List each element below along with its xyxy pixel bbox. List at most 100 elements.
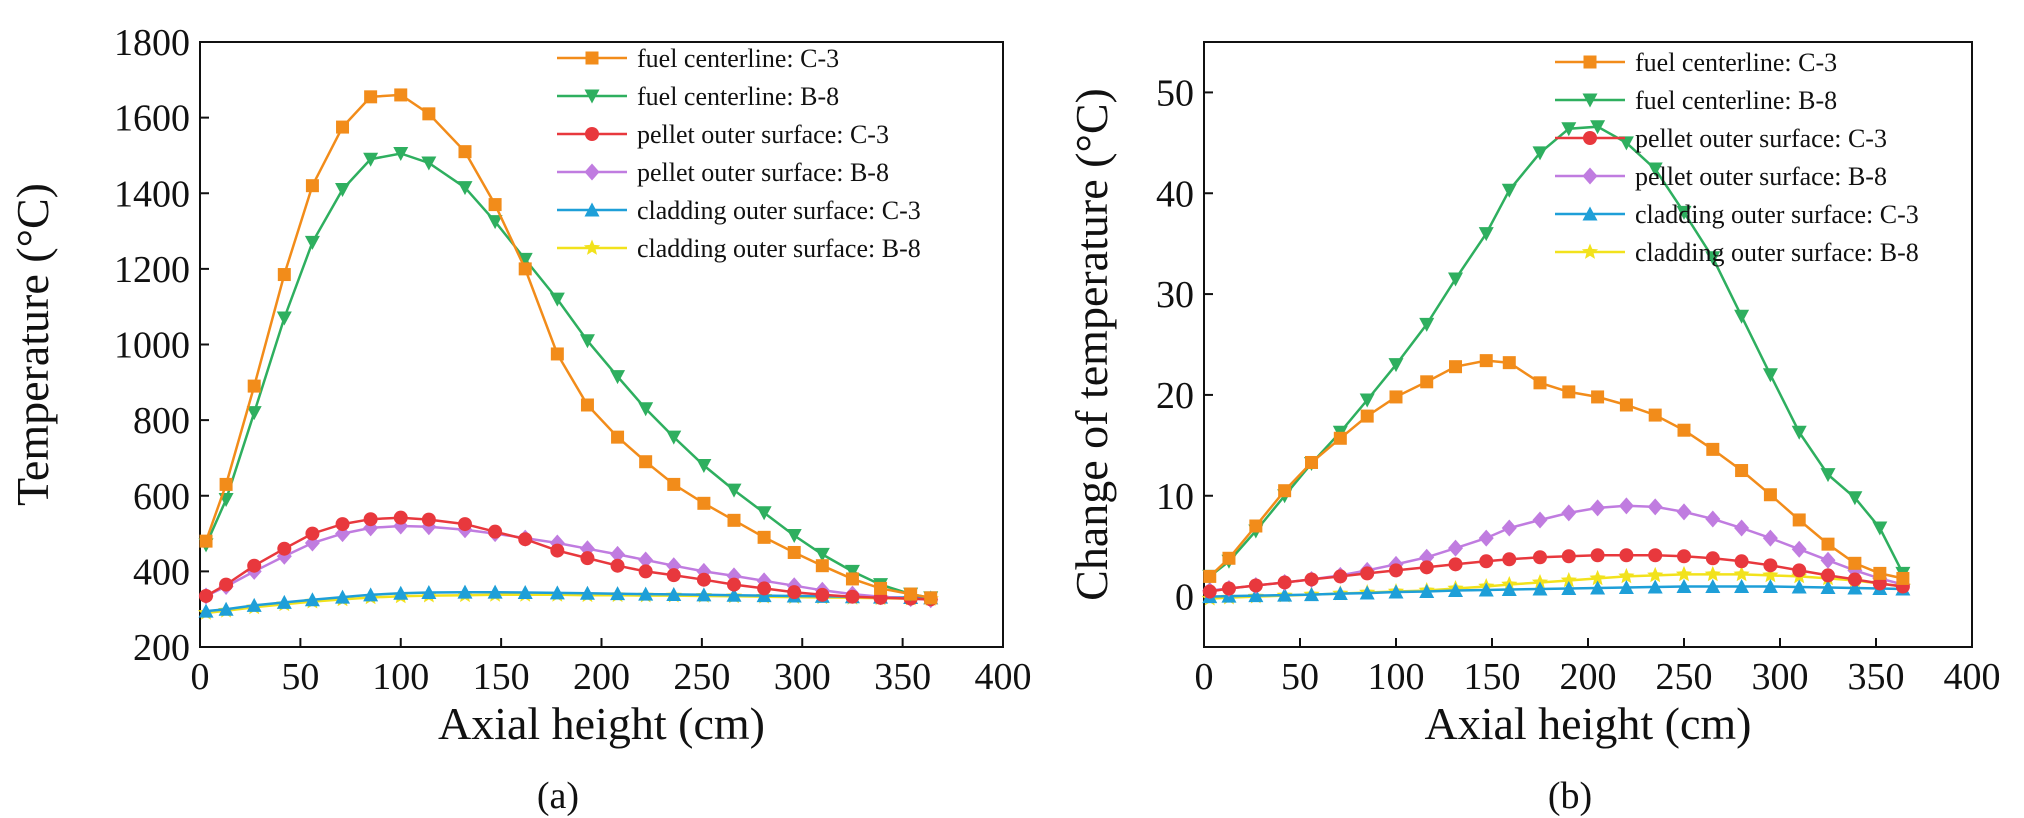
panel-label-b: (b) xyxy=(1548,775,1592,817)
panel-b-data-point xyxy=(1591,390,1605,404)
panel-b-data-point xyxy=(1448,272,1464,287)
panel-b-data-point xyxy=(1420,375,1434,389)
panel-b-data-point xyxy=(1248,588,1264,603)
panel-a-data-point xyxy=(844,564,860,579)
panel-b-data-point xyxy=(1762,368,1778,383)
panel-b-data-point xyxy=(1762,579,1778,593)
panel-b-data-point xyxy=(1677,423,1691,437)
panel-a-data-point xyxy=(580,398,594,412)
panel-b-x-tick-label: 300 xyxy=(1752,656,1809,698)
panel-a-data-point xyxy=(421,512,436,527)
panel-b-data-point xyxy=(1304,587,1320,602)
panel-a-legend-label: pellet outer surface: B-8 xyxy=(637,158,889,187)
panel-a-data-point xyxy=(246,597,262,612)
panel-a-data-point xyxy=(696,459,712,473)
panel-b-series-5 xyxy=(1202,579,1911,604)
panel-b-data-point xyxy=(1735,464,1749,478)
panel-b-series-3 xyxy=(1202,548,1910,599)
panel-a-y-tick-label: 1800 xyxy=(114,22,190,64)
panel-b-data-point xyxy=(1501,582,1517,597)
panel-b-data-point xyxy=(1448,557,1463,572)
panel-b-data-point xyxy=(1676,205,1692,220)
panel-b-data-point xyxy=(1478,227,1494,242)
panel-a-data-point xyxy=(304,235,320,250)
panel-b-series-1 xyxy=(1203,354,1910,585)
panel-b-y-tick-label: 0 xyxy=(1175,577,1194,619)
panel-a-data-point xyxy=(304,592,320,607)
panel-b-data-point xyxy=(1734,579,1750,593)
panel-b-legend-label: fuel centerline: B-8 xyxy=(1635,86,1837,115)
panel-b-data-point xyxy=(1532,581,1548,596)
panel-label-a: (a) xyxy=(537,775,579,817)
panel-a-data-point xyxy=(696,572,711,587)
panel-b-data-point xyxy=(1359,393,1375,408)
panel-b-data-point xyxy=(1763,488,1777,502)
panel-a-series-3 xyxy=(199,510,938,607)
panel-b-data-point xyxy=(1821,568,1835,583)
panel-a-data-point xyxy=(457,517,472,532)
panel-a-data-point xyxy=(726,483,742,498)
panel-b-x-tick-label: 150 xyxy=(1464,656,1521,698)
panel-a-data-point xyxy=(726,577,741,592)
panel-a-data-point xyxy=(363,587,379,602)
panel-b-data-point xyxy=(1203,569,1217,583)
panel-b-data-point xyxy=(1704,565,1721,582)
panel-a-data-point xyxy=(276,311,292,326)
panel-b-data-point xyxy=(1532,146,1548,161)
panel-a-data-point xyxy=(219,577,234,592)
panel-a-x-tick-label: 150 xyxy=(473,656,530,698)
panel-b-y-tick-label: 20 xyxy=(1156,375,1194,417)
panel-b-data-point xyxy=(1389,563,1403,578)
panel-a-y-tick-label: 600 xyxy=(133,476,190,518)
panel-a-data-point xyxy=(579,585,595,600)
panel-b-data-point xyxy=(1763,558,1778,573)
panel-b-legend-label: pellet outer surface: B-8 xyxy=(1635,162,1887,191)
panel-b-data-point xyxy=(1479,354,1493,368)
panel-a-x-tick-label: 100 xyxy=(372,656,429,698)
panel-b-legend-label: cladding outer surface: B-8 xyxy=(1635,238,1919,267)
panel-a-y-axis-label: Temperature (°C) xyxy=(7,183,58,506)
panel-b-data-point xyxy=(1277,587,1293,602)
panel-b-x-tick-label: 250 xyxy=(1656,656,1713,698)
panel-a-legend-label: cladding outer surface: B-8 xyxy=(637,234,921,263)
panel-a-data-point xyxy=(787,545,801,559)
panel-b-data-point xyxy=(1388,584,1404,599)
panel-b-legend-label: pellet outer surface: C-3 xyxy=(1635,124,1887,153)
panel-a-data-point xyxy=(666,430,682,445)
panel-b-data-point xyxy=(1533,550,1547,565)
panel-b-x-tick-label: 100 xyxy=(1368,656,1425,698)
panel-b-data-point xyxy=(1618,567,1635,584)
panel-b-x-tick-label: 400 xyxy=(1944,656,2001,698)
panel-b-data-point xyxy=(1792,513,1806,527)
panel-a-data-point xyxy=(610,586,626,601)
panel-b-x-axis-label: Axial height (cm) xyxy=(1424,698,1751,749)
panel-b-data-point xyxy=(1791,425,1807,440)
panel-a-y-tick-label: 200 xyxy=(133,627,190,669)
panel-b-data-point xyxy=(1419,584,1435,599)
panel-b-legend-label: cladding outer surface: C-3 xyxy=(1635,200,1919,229)
panel-a-data-point xyxy=(579,334,595,349)
panel-b-data-point xyxy=(1676,503,1692,521)
panel-a-data-point xyxy=(517,585,533,600)
panel-a-data-point xyxy=(757,581,772,596)
panel-a-data-point xyxy=(697,496,711,510)
panel-a-data-point xyxy=(727,513,741,527)
panel-a-data-point xyxy=(787,585,802,600)
panel-a-data-point xyxy=(247,379,261,393)
panel-b-data-point xyxy=(1590,580,1606,595)
panel-b-data-point xyxy=(1706,442,1720,456)
panel-b-data-point xyxy=(1734,519,1750,537)
panel-b-data-point xyxy=(1278,484,1292,498)
panel-a-series-1 xyxy=(199,88,938,605)
panel-a-data-point xyxy=(364,90,378,104)
panel-a-legend-label: pellet outer surface: C-3 xyxy=(637,120,889,149)
panel-b-data-point xyxy=(1561,504,1577,522)
panel-a-data-point xyxy=(667,477,681,491)
panel-b-legend-marker xyxy=(1583,131,1597,145)
panel-a-y-tick-label: 800 xyxy=(133,400,190,442)
panel-b-data-point xyxy=(1533,376,1547,390)
panel-a-data-point xyxy=(815,587,830,602)
panel-a-data-point xyxy=(246,406,262,421)
panel-b-data-point xyxy=(1590,499,1606,517)
panel-b-data-point xyxy=(1449,360,1463,374)
